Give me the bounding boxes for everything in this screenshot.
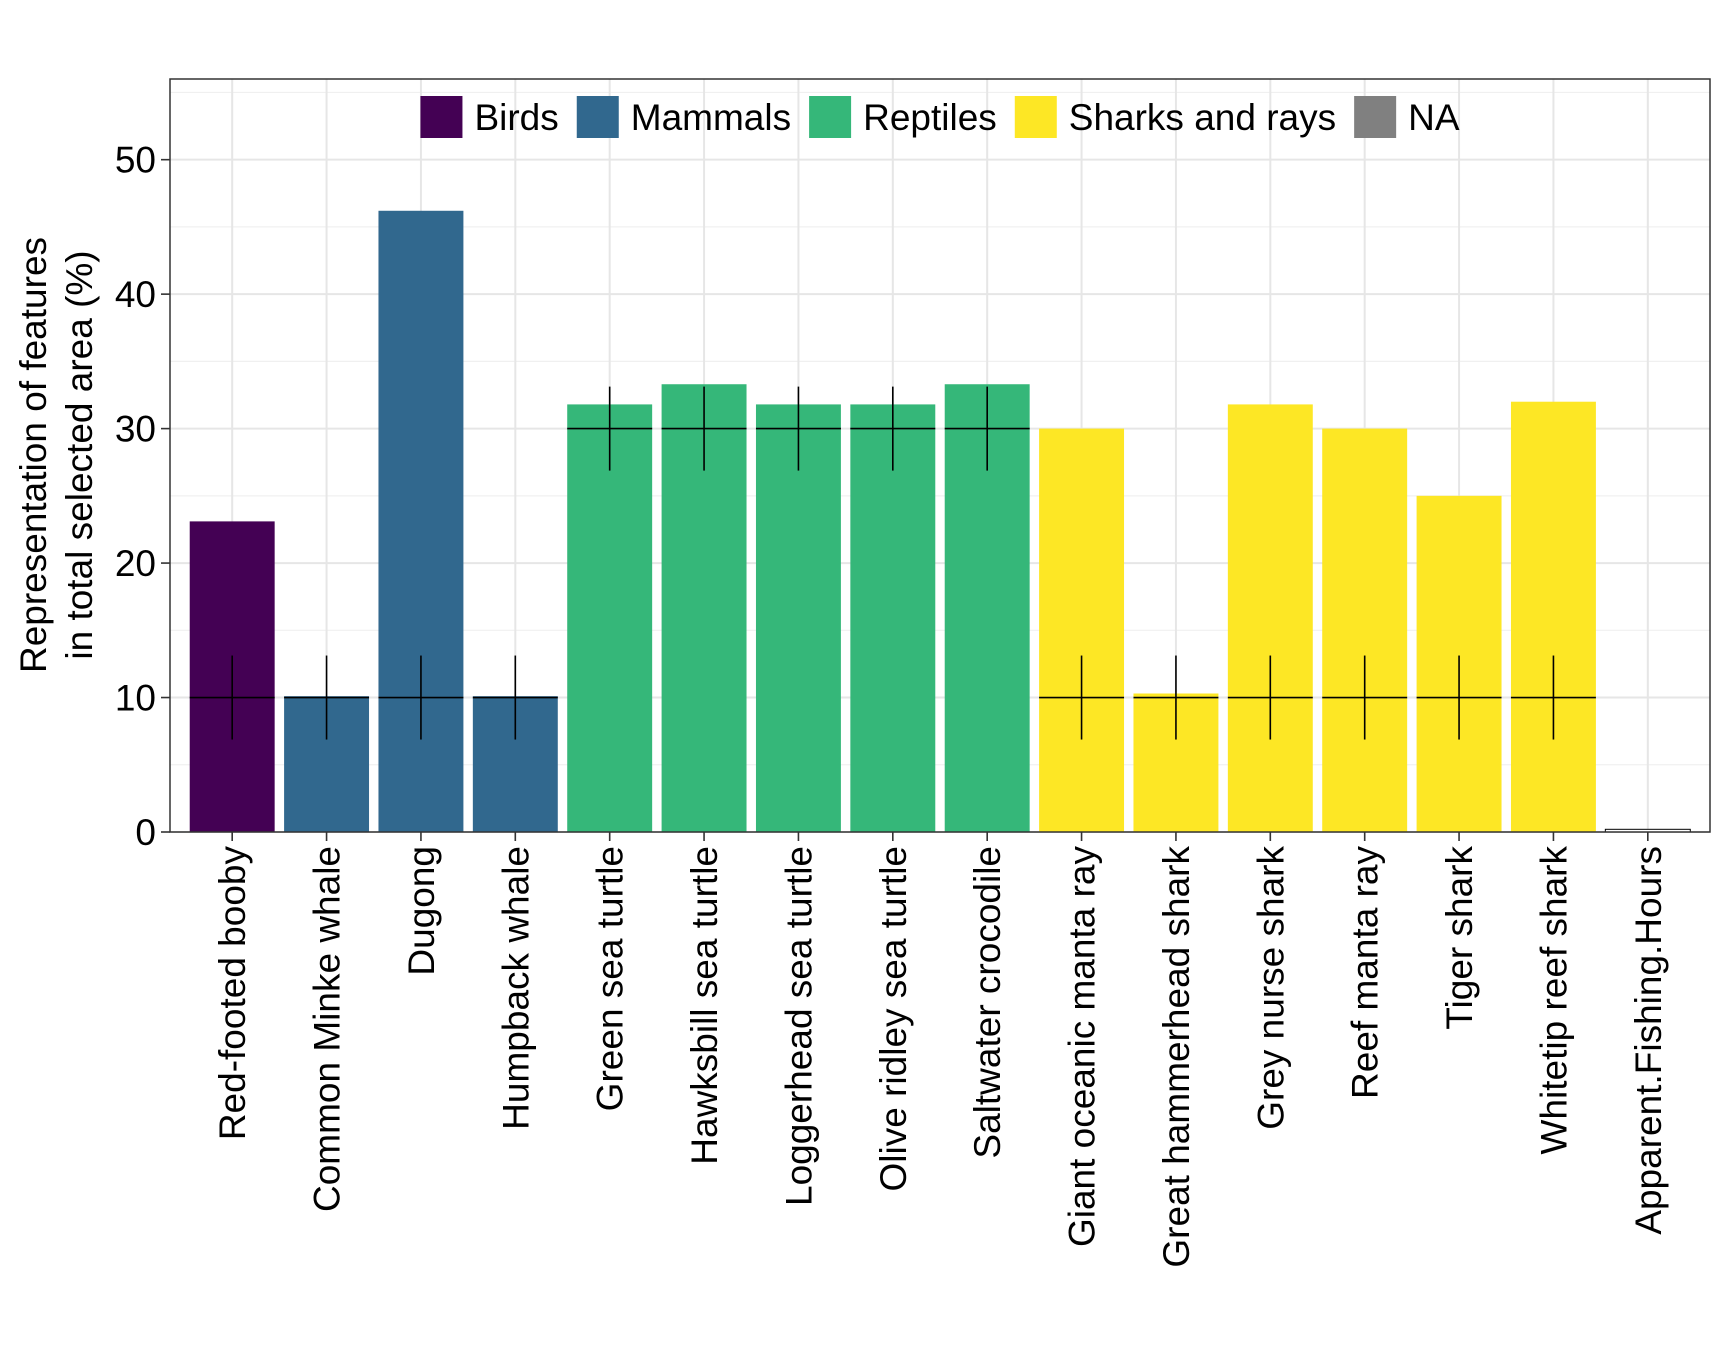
legend-swatch [1354, 96, 1397, 138]
bar [1510, 401, 1596, 832]
bar [567, 404, 653, 832]
legend: Birds Mammals Reptiles Sharks and rays NA [420, 96, 1460, 138]
target-markers [189, 386, 1596, 740]
y-axis-title: Representation of features in total sele… [13, 237, 100, 673]
bar [755, 404, 841, 832]
bar [850, 404, 936, 832]
legend-label: Mammals [631, 97, 791, 138]
legend-label: Birds [474, 97, 558, 138]
legend-swatch [420, 96, 463, 138]
bar [1039, 428, 1125, 832]
y-axis-title-line-2: in total selected area (%) [59, 250, 100, 659]
y-tick-label: 30 [115, 409, 156, 450]
x-tick-label: Dugong [401, 846, 442, 976]
legend-label: Sharks and rays [1069, 97, 1336, 138]
y-tick-label: 50 [115, 140, 156, 181]
y-axis-title-line-1: Representation of features [13, 237, 54, 673]
x-tick-label: Great hammerhead shark [1156, 846, 1197, 1268]
y-tick-label: 10 [115, 678, 156, 719]
x-tick-label: Hawksbill sea turtle [684, 846, 725, 1165]
legend-swatch [809, 96, 852, 138]
legend-swatch [576, 96, 619, 138]
legend-label: NA [1408, 97, 1460, 138]
bar [1322, 428, 1408, 832]
x-tick-label: Grey nurse shark [1250, 846, 1291, 1130]
y-axis: 0 10 20 30 40 50 [115, 140, 170, 853]
x-tick-label: Giant oceanic manta ray [1062, 846, 1103, 1248]
legend-label: Reptiles [863, 97, 997, 138]
x-axis: Red-footed booby Common Minke whale Dugong… [212, 832, 1669, 1268]
y-tick-label: 40 [115, 274, 156, 315]
x-tick-label: Loggerhead sea turtle [778, 846, 819, 1206]
x-tick-label: Whitetip reef shark [1533, 846, 1574, 1155]
x-tick-label: Apparent.Fishing.Hours [1628, 846, 1669, 1235]
panel-border [169, 78, 1711, 833]
x-tick-label: Common Minke whale [307, 846, 348, 1212]
bar [1227, 404, 1313, 832]
x-tick-label: Tiger shark [1439, 846, 1480, 1030]
x-tick-label: Reef manta ray [1345, 846, 1386, 1099]
y-tick-label: 20 [115, 543, 156, 584]
legend-swatch [1014, 96, 1057, 138]
x-tick-label: Red-footed booby [212, 846, 253, 1141]
x-tick-label: Green sea turtle [590, 846, 631, 1111]
x-tick-label: Olive ridley sea turtle [873, 846, 914, 1191]
y-tick-label: 0 [135, 812, 156, 853]
x-tick-label: Saltwater crocodile [967, 846, 1008, 1159]
x-tick-label: Humpback whale [495, 846, 536, 1130]
